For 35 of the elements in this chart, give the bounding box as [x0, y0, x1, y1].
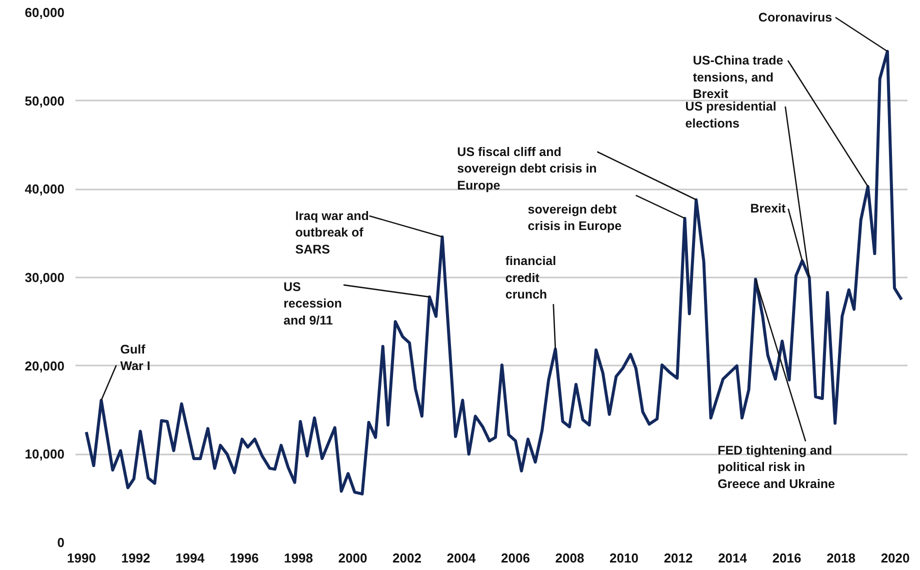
x-tick-label: 1996	[230, 550, 259, 566]
annotation: US-China trade tensions, and Brexit	[692, 54, 784, 102]
annotation: financial credit crunch	[505, 254, 556, 302]
x-tick-label: 2010	[610, 550, 638, 566]
x-tick-label: 1990	[67, 550, 96, 566]
annotation: sovereign debt crisis in Europe	[528, 202, 622, 234]
x-tick-label: 2000	[338, 550, 368, 566]
x-tick-label: 2002	[392, 550, 422, 566]
x-tick-label: 2018	[826, 550, 856, 566]
y-tick-label: 10,000	[24, 446, 65, 462]
x-tick-label: 2020	[880, 550, 910, 566]
x-tick-label: 2014	[718, 550, 748, 566]
annotation: US fiscal cliff and sovereign debt crisis in Europe	[457, 144, 597, 192]
annotation: FED tightening and political risk in Greece and Ukraine	[718, 443, 836, 491]
x-tick-label: 2016	[772, 550, 802, 566]
annotation: US recession and 9/11	[284, 280, 342, 328]
annotation: US presidential elections	[685, 100, 776, 130]
annotation: Iraq war and outbreak of SARS	[295, 208, 369, 256]
y-tick-label: 60,000	[24, 5, 65, 20]
line-series	[84, 50, 904, 496]
y-tick-label: 0	[57, 535, 65, 550]
y-tick-label: 20,000	[24, 358, 65, 374]
annotation: Coronavirus	[758, 10, 832, 24]
x-tick-label: 2012	[664, 550, 693, 566]
x-tick-label: 2006	[501, 550, 530, 566]
annotation: Gulf War I	[120, 342, 150, 374]
x-tick-label: 1994	[176, 550, 206, 566]
x-tick-label: 1998	[284, 550, 313, 566]
x-tick-label: 1992	[121, 550, 150, 566]
y-tick-label: 30,000	[24, 270, 65, 285]
annotation: Brexit	[750, 202, 787, 216]
x-tick-label: 2008	[555, 550, 584, 566]
x-tick-label: 2004	[446, 550, 476, 566]
y-tick-label: 40,000	[24, 182, 65, 197]
y-tick-label: 50,000	[24, 93, 65, 108]
